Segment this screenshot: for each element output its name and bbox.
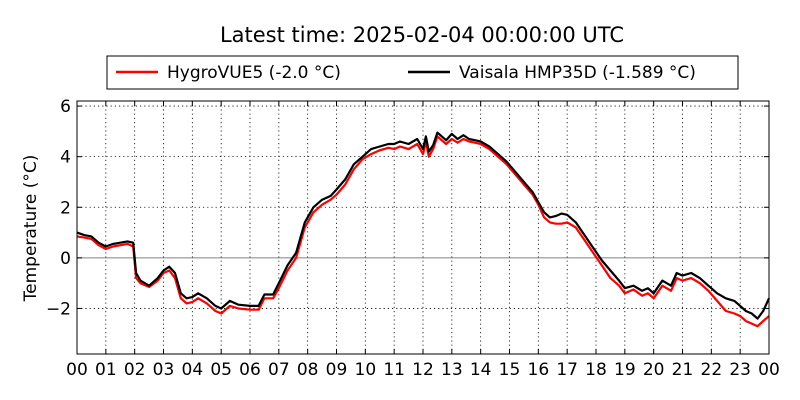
y-tick-label: −2 — [46, 299, 71, 319]
x-tick-label: 16 — [528, 360, 550, 380]
x-tick-label: 17 — [556, 360, 578, 380]
grid-lines — [77, 101, 769, 354]
x-tick-label: 08 — [297, 360, 319, 380]
y-axis-label: Temperature (°C) — [21, 155, 41, 303]
x-tick-label: 18 — [585, 360, 607, 380]
x-tick-label: 02 — [124, 360, 146, 380]
y-tick-label: 2 — [60, 198, 71, 218]
x-tick-label: 04 — [182, 360, 204, 380]
series-line-0 — [76, 135, 770, 328]
x-axis-tick-labels: 00 01 02 03 04 05 06 07 08 09 10 11 12 13 14 15 16 17 18 19… — [66, 360, 780, 380]
x-tick-label: 13 — [441, 360, 463, 380]
x-tick-label: 20 — [643, 360, 665, 380]
axis-ticks — [76, 101, 770, 354]
x-tick-label: 00 — [758, 360, 780, 380]
y-tick-label: 6 — [60, 97, 71, 117]
legend-label-hygrovue5: HygroVUE5 (-2.0 °C) — [167, 63, 341, 83]
y-axis-tick-labels: −2 0 2 4 6 — [46, 97, 71, 319]
x-tick-label: 09 — [326, 360, 348, 380]
x-tick-label: 12 — [412, 360, 434, 380]
x-tick-label: 21 — [672, 360, 694, 380]
chart-legend: HygroVUE5 (-2.0 °C) Vaisala HMP35D (-1.5… — [106, 55, 739, 90]
x-tick-label: 23 — [729, 360, 751, 380]
x-tick-label: 05 — [210, 360, 232, 380]
x-tick-label: 03 — [153, 360, 175, 380]
x-tick-label: 01 — [95, 360, 117, 380]
x-tick-label: 15 — [499, 360, 521, 380]
series-line-1 — [76, 131, 771, 320]
x-tick-label: 14 — [470, 360, 492, 380]
x-tick-label: 11 — [383, 360, 405, 380]
legend-label-vaisala: Vaisala HMP35D (-1.589 °C) — [459, 63, 696, 83]
x-tick-label: 07 — [268, 360, 290, 380]
y-tick-label: 4 — [60, 148, 71, 168]
x-tick-label: 22 — [701, 360, 723, 380]
x-tick-label: 06 — [239, 360, 261, 380]
x-tick-label: 00 — [66, 360, 88, 380]
x-tick-label: 19 — [614, 360, 636, 380]
y-tick-label: 0 — [60, 249, 71, 269]
series-layer — [76, 131, 771, 328]
chart-title: Latest time: 2025-02-04 00:00:00 UTC — [220, 23, 624, 47]
x-tick-label: 10 — [355, 360, 377, 380]
